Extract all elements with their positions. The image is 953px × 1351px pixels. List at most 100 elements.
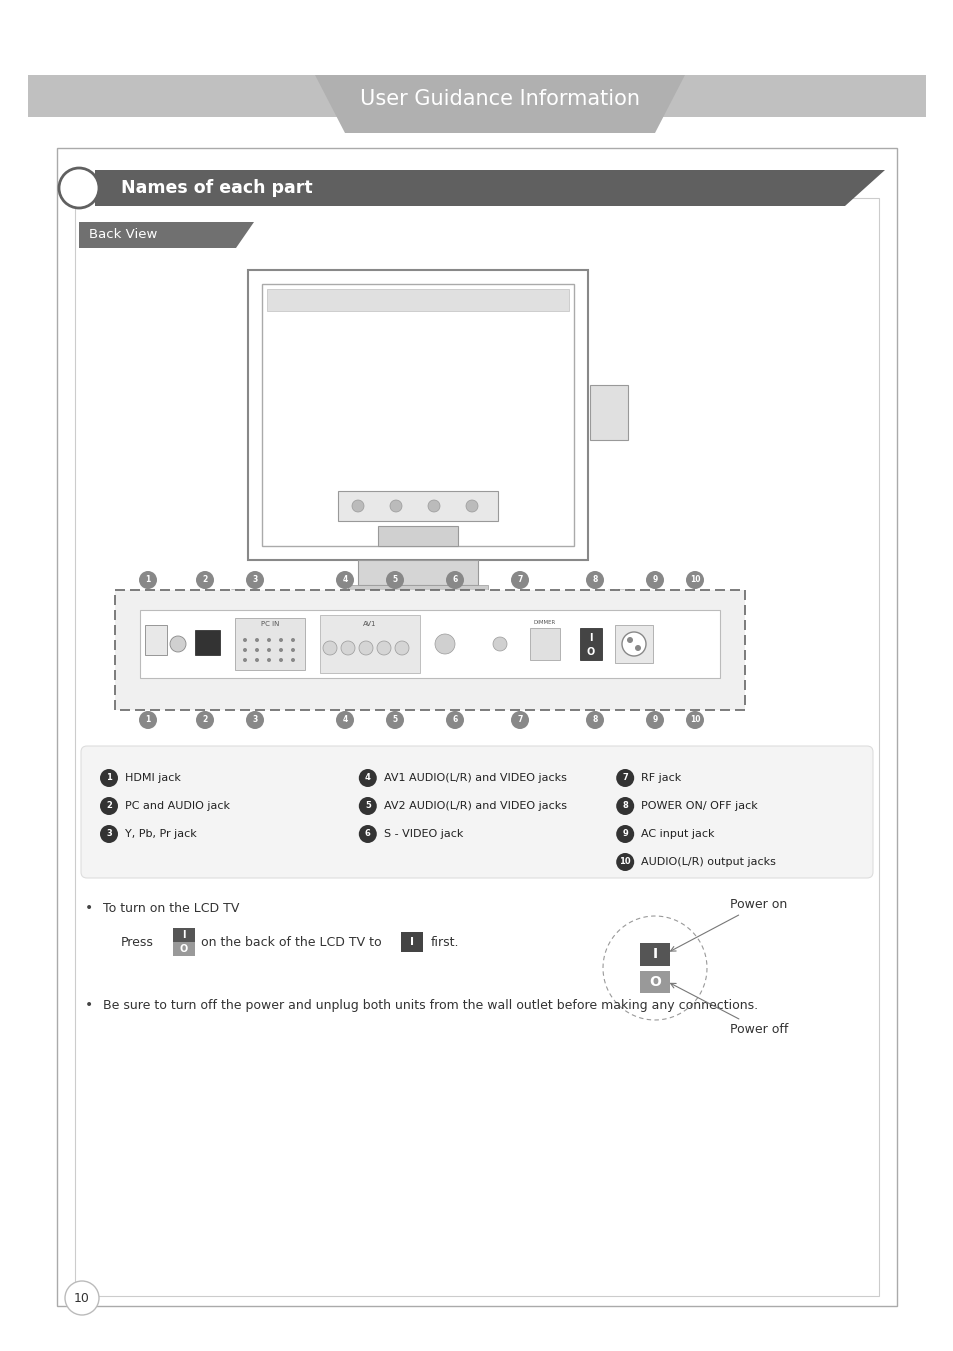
Circle shape	[100, 769, 118, 788]
Circle shape	[335, 711, 354, 730]
Text: PC IN: PC IN	[260, 621, 279, 627]
Text: 2: 2	[202, 576, 208, 585]
Text: 6: 6	[452, 576, 457, 585]
Text: 2: 2	[106, 801, 112, 811]
Text: 9: 9	[652, 716, 657, 724]
Bar	[400, 932, 422, 952]
Bar	[57, 149, 896, 1306]
Circle shape	[635, 644, 640, 651]
Text: 8: 8	[621, 801, 627, 811]
Text: AV1: AV1	[363, 621, 376, 627]
Circle shape	[254, 638, 258, 642]
Text: 9: 9	[621, 830, 627, 839]
Bar	[589, 385, 627, 440]
Text: Press: Press	[121, 935, 153, 948]
Text: 1: 1	[106, 774, 112, 782]
Text: PC and AUDIO jack: PC and AUDIO jack	[125, 801, 230, 811]
Circle shape	[616, 825, 634, 843]
Text: 8: 8	[592, 576, 598, 585]
Circle shape	[59, 168, 99, 208]
Bar	[357, 561, 477, 585]
Text: AV1 AUDIO(L/R) and VIDEO jacks: AV1 AUDIO(L/R) and VIDEO jacks	[383, 773, 566, 784]
Text: 6: 6	[452, 716, 457, 724]
Circle shape	[267, 648, 271, 653]
Text: 6: 6	[364, 830, 371, 839]
Circle shape	[446, 711, 463, 730]
Circle shape	[195, 711, 213, 730]
Circle shape	[645, 571, 663, 589]
Text: 3: 3	[106, 830, 112, 839]
Bar	[75, 199, 878, 1296]
Circle shape	[100, 797, 118, 815]
Text: 10: 10	[74, 1292, 90, 1305]
Circle shape	[390, 500, 401, 512]
Bar	[248, 270, 587, 561]
Text: on the back of the LCD TV to: on the back of the LCD TV to	[201, 935, 381, 948]
Bar	[337, 490, 497, 521]
Circle shape	[254, 648, 258, 653]
Text: 4: 4	[342, 716, 347, 724]
Text: 3: 3	[253, 576, 257, 585]
Circle shape	[267, 658, 271, 662]
Text: DIMMER: DIMMER	[534, 620, 556, 624]
Circle shape	[254, 658, 258, 662]
Circle shape	[323, 640, 336, 655]
Text: 10: 10	[689, 576, 700, 585]
Circle shape	[386, 711, 403, 730]
Circle shape	[386, 571, 403, 589]
Text: AUDIO(L/R) output jacks: AUDIO(L/R) output jacks	[640, 857, 775, 867]
Circle shape	[585, 571, 603, 589]
Bar	[579, 628, 601, 661]
Text: O: O	[586, 647, 595, 657]
Circle shape	[291, 658, 294, 662]
Text: Names of each part: Names of each part	[121, 178, 313, 197]
Circle shape	[358, 797, 376, 815]
Bar	[530, 628, 559, 661]
Text: Y, Pb, Pr jack: Y, Pb, Pr jack	[125, 830, 196, 839]
Circle shape	[621, 632, 645, 657]
Text: O: O	[648, 974, 660, 989]
Circle shape	[358, 769, 376, 788]
Text: S - VIDEO jack: S - VIDEO jack	[383, 830, 463, 839]
Circle shape	[465, 500, 477, 512]
Circle shape	[243, 658, 247, 662]
Circle shape	[352, 500, 364, 512]
Bar	[267, 289, 568, 311]
Bar	[262, 284, 574, 546]
Bar	[145, 626, 167, 655]
Circle shape	[291, 638, 294, 642]
Text: 9: 9	[652, 576, 657, 585]
Text: first.: first.	[431, 935, 459, 948]
Bar	[28, 76, 925, 118]
Circle shape	[616, 852, 634, 871]
Circle shape	[395, 640, 409, 655]
Circle shape	[278, 638, 283, 642]
Circle shape	[376, 640, 391, 655]
Text: I: I	[410, 938, 414, 947]
Text: Be sure to turn off the power and unplug both units from the wall outlet before : Be sure to turn off the power and unplug…	[103, 998, 758, 1012]
Circle shape	[170, 636, 186, 653]
Bar	[172, 942, 194, 957]
Bar	[172, 928, 194, 942]
Text: 5: 5	[364, 801, 371, 811]
FancyBboxPatch shape	[81, 746, 872, 878]
Circle shape	[291, 648, 294, 653]
Circle shape	[139, 711, 157, 730]
Circle shape	[65, 1281, 99, 1315]
Circle shape	[246, 571, 264, 589]
Text: HDMI jack: HDMI jack	[125, 773, 181, 784]
Bar	[377, 526, 457, 546]
Circle shape	[685, 571, 703, 589]
Text: 10: 10	[618, 858, 630, 866]
Circle shape	[645, 711, 663, 730]
Polygon shape	[79, 222, 253, 249]
Text: 1: 1	[145, 716, 151, 724]
Bar	[348, 585, 488, 593]
Text: •: •	[85, 998, 93, 1012]
Circle shape	[278, 648, 283, 653]
Circle shape	[100, 825, 118, 843]
Text: AC input jack: AC input jack	[640, 830, 714, 839]
Bar	[319, 615, 419, 673]
Text: POWER ON/ OFF jack: POWER ON/ OFF jack	[640, 801, 757, 811]
Circle shape	[446, 571, 463, 589]
